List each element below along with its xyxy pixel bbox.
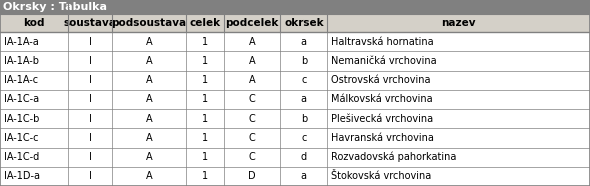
Bar — [0, 51, 590, 70]
Bar — [0, 109, 590, 128]
Text: IA-1A-b: IA-1A-b — [4, 56, 38, 66]
Text: 1: 1 — [202, 75, 208, 85]
Text: IA-1C-c: IA-1C-c — [4, 133, 38, 143]
Text: A: A — [146, 152, 152, 162]
Text: IA-1A-c: IA-1A-c — [4, 75, 38, 85]
Text: Nemaničká vrchovina: Nemaničká vrchovina — [331, 56, 437, 66]
Bar — [0, 167, 590, 186]
Text: a: a — [301, 37, 307, 47]
Text: 1: 1 — [202, 56, 208, 66]
Text: A: A — [249, 75, 255, 85]
Text: 1: 1 — [202, 171, 208, 181]
Text: I: I — [88, 133, 91, 143]
Text: I: I — [88, 152, 91, 162]
Text: celek: celek — [189, 18, 221, 28]
Text: I: I — [88, 94, 91, 104]
Bar — [0, 147, 590, 167]
Text: b: b — [301, 114, 307, 124]
Bar — [0, 90, 590, 109]
Text: a: a — [301, 94, 307, 104]
Bar — [0, 128, 590, 147]
Text: IA-1C-d: IA-1C-d — [4, 152, 39, 162]
Text: I: I — [88, 114, 91, 124]
Text: IA-1A-a: IA-1A-a — [4, 37, 38, 47]
Text: I: I — [88, 56, 91, 66]
Bar — [0, 32, 590, 51]
Text: D: D — [248, 171, 256, 181]
Text: A: A — [249, 37, 255, 47]
Bar — [0, 70, 590, 90]
Text: I: I — [88, 37, 91, 47]
Text: A: A — [146, 171, 152, 181]
Text: A: A — [146, 114, 152, 124]
Text: A: A — [146, 94, 152, 104]
Text: b: b — [301, 56, 307, 66]
Text: C: C — [249, 152, 255, 162]
Text: C: C — [249, 114, 255, 124]
Text: 1: 1 — [202, 133, 208, 143]
Text: 1: 1 — [202, 114, 208, 124]
Bar — [0, 14, 590, 32]
Text: C: C — [249, 133, 255, 143]
Text: A: A — [249, 56, 255, 66]
Text: c: c — [301, 133, 307, 143]
Text: Ostrovská vrchovina: Ostrovská vrchovina — [331, 75, 431, 85]
Text: Málkovská vrchovina: Málkovská vrchovina — [331, 94, 432, 104]
Text: A: A — [146, 56, 152, 66]
Text: IA-1D-a: IA-1D-a — [4, 171, 40, 181]
Text: 1: 1 — [202, 94, 208, 104]
Text: I: I — [88, 75, 91, 85]
Text: A: A — [146, 37, 152, 47]
Text: 1: 1 — [202, 37, 208, 47]
Text: IA-1C-a: IA-1C-a — [4, 94, 39, 104]
Text: podcelek: podcelek — [225, 18, 279, 28]
Text: nazev: nazev — [441, 18, 476, 28]
Text: Plešivecká vrchovina: Plešivecká vrchovina — [331, 114, 433, 124]
Text: Okrsky : Tabulka: Okrsky : Tabulka — [3, 2, 107, 12]
Text: A: A — [146, 75, 152, 85]
Text: soustava: soustava — [64, 18, 116, 28]
Text: Rozvadovská pahorkatina: Rozvadovská pahorkatina — [331, 152, 456, 162]
Bar — [0, 0, 590, 14]
Text: okrsek: okrsek — [284, 18, 324, 28]
Text: IA-1C-b: IA-1C-b — [4, 114, 39, 124]
Text: Haltravská hornatina: Haltravská hornatina — [331, 37, 434, 47]
Text: I: I — [88, 171, 91, 181]
Text: d: d — [301, 152, 307, 162]
Text: C: C — [249, 94, 255, 104]
Text: Havranská vrchovina: Havranská vrchovina — [331, 133, 434, 143]
Text: c: c — [301, 75, 307, 85]
Text: podsoustava: podsoustava — [112, 18, 186, 28]
Text: kod: kod — [23, 18, 45, 28]
Text: a: a — [301, 171, 307, 181]
Text: Štokovská vrchovina: Štokovská vrchovina — [331, 171, 431, 181]
Text: A: A — [146, 133, 152, 143]
Text: 1: 1 — [202, 152, 208, 162]
